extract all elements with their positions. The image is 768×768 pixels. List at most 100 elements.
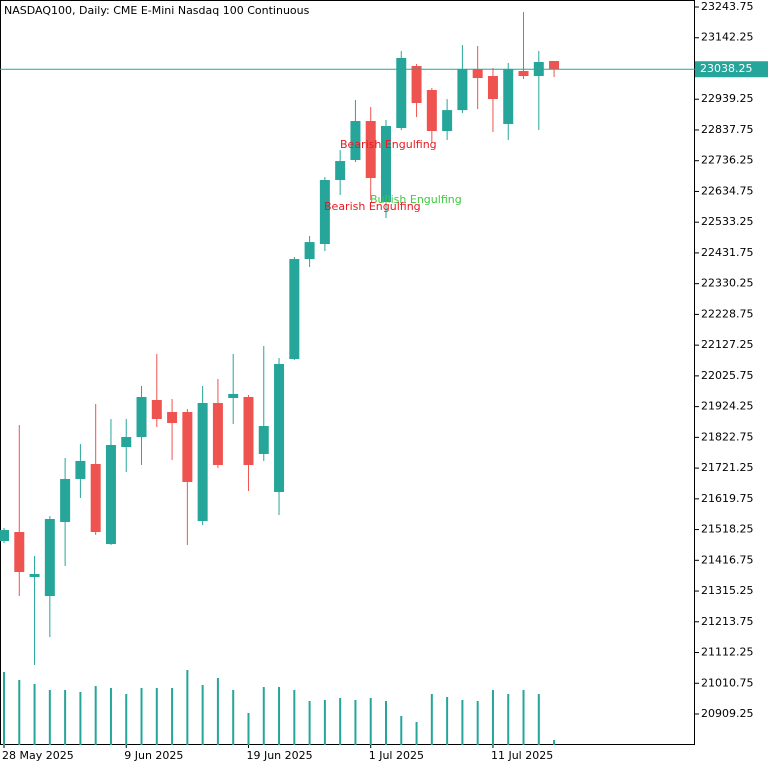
annotation: Bullish Engulfing [370,193,462,206]
candle-body [319,180,330,245]
candle-body [487,76,498,100]
candle-body [167,412,178,424]
candle-body [29,574,40,578]
volume-bar [48,690,51,745]
candle-body [365,121,376,179]
volume-bar [94,686,97,745]
candle-body [289,259,300,359]
volume-bar [446,697,449,745]
y-tick-label: 23243.75 [701,0,754,13]
y-tick-label: 21416.75 [701,553,754,566]
volume-bar [140,688,143,745]
volume-bar [339,698,342,745]
y-tick-label: 21822.75 [701,430,754,443]
volume-bar [400,716,403,745]
volume-bar [415,722,418,745]
y-tick-label: 22127.25 [701,338,754,351]
y-tick-label: 21112.25 [701,646,754,659]
volume-bar [3,672,5,745]
candle-body [258,426,269,454]
y-tick-label: 21213.75 [701,615,754,628]
candle-body [121,437,132,447]
candle-body [411,66,422,103]
last-price-box [695,61,768,78]
candle-body [457,69,468,111]
candle-body [518,71,529,77]
candle-body [274,363,285,493]
y-tick-label: 21010.75 [701,676,754,689]
candle-body [14,532,25,573]
volume-bar [430,694,433,745]
candle-body [549,60,560,70]
candle-body [396,57,407,129]
chart-title: NASDAQ100, Daily: CME E-Mini Nasdaq 100 … [4,4,310,17]
volume-bar [155,688,158,745]
y-tick-label: 23142.25 [701,31,754,44]
volume-bar [354,700,357,745]
candle-body [350,121,361,161]
candle-body [304,242,315,260]
x-tick-label: 1 Jul 2025 [369,749,424,762]
candle-body [182,412,193,482]
candle-body [44,518,55,596]
x-tick-label: 9 Jun 2025 [124,749,183,762]
candle-body [136,397,147,438]
x-tick-label: 11 Jul 2025 [491,749,553,762]
candle-body [243,397,254,465]
y-tick-label: 22634.75 [701,184,754,197]
candle-body [381,126,391,202]
candle-body [105,445,116,545]
candle-body [472,69,483,79]
candle-body [503,69,514,125]
candle-body [151,399,162,420]
x-tick-label: 28 May 2025 [2,749,74,762]
candle-body [335,161,346,181]
candle-body [60,478,71,522]
y-tick-label: 22736.25 [701,154,754,167]
y-tick-label: 21619.75 [701,492,754,505]
candle-body [0,530,9,542]
y-tick-label: 22330.25 [701,277,754,290]
volume-bar [33,684,36,745]
y-tick-label: 22837.75 [701,123,754,136]
volume-bar [79,692,82,745]
candle-body [212,402,223,465]
volume-bar [491,690,494,745]
volume-bar [232,690,235,745]
y-tick-label: 22533.25 [701,215,754,228]
volume-bar [476,701,479,745]
candle-body [426,90,437,132]
volume-bar [278,687,281,745]
candle-body [90,463,101,533]
volume-bar [522,690,525,745]
x-tick-label: 19 Jun 2025 [246,749,312,762]
y-tick-label: 21721.25 [701,461,754,474]
volume-bar [461,700,464,745]
y-tick-label: 22939.25 [701,92,754,105]
volume-bar [507,694,510,745]
volume-bar [171,688,174,745]
y-tick-label: 21924.25 [701,400,754,413]
y-tick-label: 21315.25 [701,584,754,597]
candle-body [442,110,453,132]
volume-bar [537,694,540,745]
volume-bar [125,694,128,745]
volume-bar [109,688,112,745]
volume-bar [553,740,556,745]
volume-bar [262,687,265,745]
volume-bar [18,680,21,745]
volume-bar [323,700,326,745]
annotation: Bearish Engulfing [324,200,421,213]
volume-bar [293,690,296,745]
volume-bar [247,713,250,745]
y-tick-label: 22025.75 [701,369,754,382]
candle-body [228,394,239,398]
last-price-label: 23038.25 [700,62,753,75]
volume-bar [201,685,204,745]
volume-bar [64,690,67,745]
candle-body [197,402,208,521]
volume-bar [369,698,372,745]
volume-bar [186,670,189,745]
